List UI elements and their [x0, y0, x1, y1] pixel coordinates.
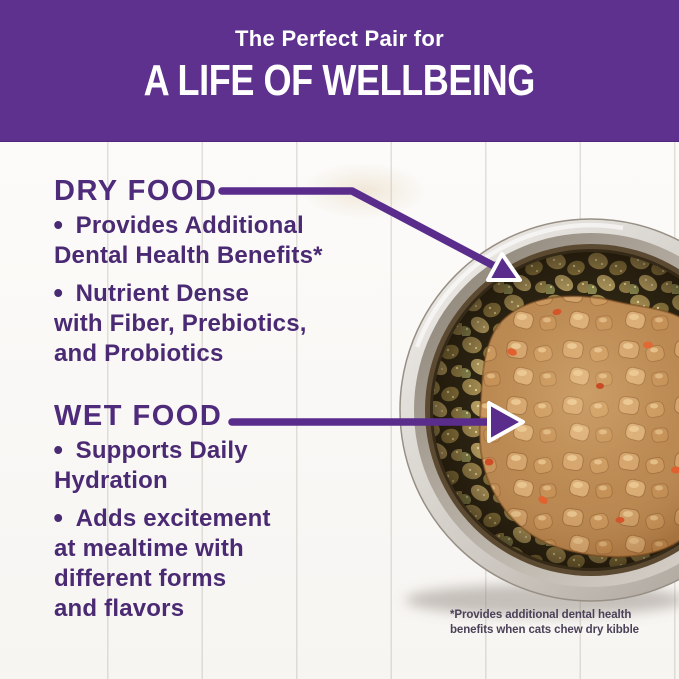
dry-food-bullets: • Provides Additional Dental Health Benef…: [53, 209, 414, 377]
banner-title: A LIFE OF WELLBEING: [143, 56, 536, 105]
bullet-line: different forms: [54, 565, 227, 592]
bullet-item: • Provides Additional Dental Health Benef…: [53, 209, 414, 271]
bullet-line: Supports Daily: [75, 437, 248, 464]
wet-food-bullets: • Supports Daily Hydration • Adds exciteme…: [53, 434, 414, 632]
bullet-line: Dental Health Benefits*: [54, 242, 323, 269]
bullet-line: Nutrient Dense: [75, 280, 250, 307]
footnote-line: *Provides additional dental health: [450, 609, 632, 621]
bullet-line: and flavors: [54, 595, 185, 622]
bullet-item: • Adds excitement at mealtime with differ…: [53, 502, 414, 624]
dry-food-heading: DRY FOOD: [54, 175, 218, 207]
bullet-dot: •: [53, 502, 64, 534]
bullet-line: Adds excitement: [75, 505, 271, 532]
banner-subtitle: The Perfect Pair for: [235, 26, 444, 51]
footnote: *Provides additional dental health benef…: [450, 608, 670, 637]
footnote-line: benefits when cats chew dry kibble: [450, 623, 639, 636]
bullet-item: • Supports Daily Hydration: [53, 434, 414, 496]
header-banner: The Perfect Pair for A LIFE OF WELLBEING: [0, 0, 679, 142]
bullet-item: • Nutrient Dense with Fiber, Prebiotics, …: [53, 277, 414, 369]
bullet-dot: •: [53, 209, 64, 241]
bullet-dot: •: [53, 277, 64, 309]
bullet-line: Hydration: [54, 467, 168, 494]
bullet-line: with Fiber, Prebiotics,: [54, 310, 307, 337]
bullet-line: Provides Additional: [75, 212, 304, 239]
bullet-dot: •: [53, 434, 64, 466]
wet-food-heading: WET FOOD: [54, 400, 223, 432]
bullet-line: at mealtime with: [54, 535, 244, 562]
bullet-line: and Probiotics: [54, 340, 224, 367]
